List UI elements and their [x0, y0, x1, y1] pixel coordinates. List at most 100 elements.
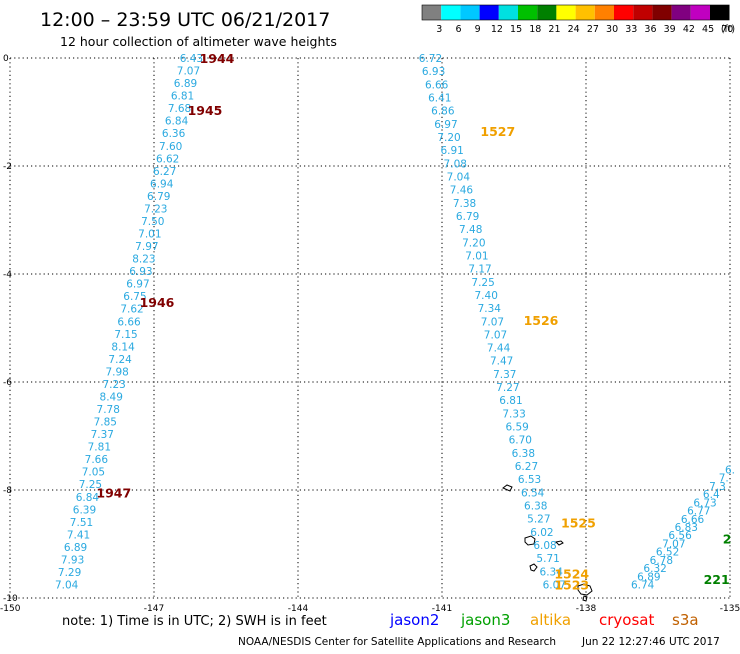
wave-height-value: 6.74: [631, 580, 655, 592]
lon-tick-label: -135: [720, 604, 740, 614]
colorbar-label: 24: [568, 24, 580, 35]
wave-height-value: 6.62: [156, 153, 179, 165]
satellite-legend: jason2 jason3 altika cryosat s3a: [389, 611, 699, 629]
satellite-legend-s3a: s3a: [672, 611, 699, 629]
wave-height-value: 7.60: [159, 141, 182, 153]
wave-height-value: 6.08: [533, 540, 556, 552]
pass-time-label: 1526: [524, 313, 559, 328]
lat-tick-label: -2: [3, 162, 12, 172]
pass-time-label: 1524: [554, 567, 589, 582]
track-a: 6.437.076.896.817.686.846.367.606.626.27…: [55, 53, 203, 592]
colorbar-swatch: [614, 5, 634, 20]
wave-height-value: 6.32: [643, 563, 666, 575]
pass-time-label: 1947: [96, 486, 131, 501]
wave-height-value: 6.84: [76, 492, 100, 504]
wave-height-value: 6.02: [530, 527, 553, 539]
colorbar-label: 9: [475, 24, 481, 35]
lon-tick-label: -138: [576, 604, 597, 614]
wave-height-value: 7.04: [447, 171, 471, 183]
footer-credit: NOAA/NESDIS Center for Satellite Applica…: [238, 636, 556, 648]
colorbar-label: 45: [702, 24, 714, 35]
wave-height-value: 7.24: [108, 354, 132, 366]
wave-height-value: 6.53: [518, 474, 541, 486]
wave-height-value: 6.77: [687, 506, 710, 518]
wave-height-value: 7.01: [465, 250, 488, 262]
wave-height-value: 6.56: [668, 530, 692, 542]
pass-time-label: 221: [704, 572, 730, 587]
wave-height-value: 6.79: [147, 191, 170, 203]
wave-height-value: 6.72: [419, 53, 442, 65]
wave-height-value: 7.3: [709, 481, 726, 493]
wave-height-value: 6.86: [431, 106, 455, 118]
wave-height-value: 7.97: [135, 241, 158, 253]
satellite-legend-altika: altika: [530, 611, 571, 629]
wave-height-value: 7.98: [105, 366, 128, 378]
wave-height-value: 7.23: [102, 379, 125, 391]
colorbar-swatch: [479, 5, 499, 20]
lat-tick-label: 0: [3, 54, 9, 64]
wave-height-value: 6.73: [693, 497, 716, 509]
wave-height-value: 8.49: [100, 391, 123, 403]
colorbar-swatch: [671, 5, 691, 20]
colorbar-label: 42: [683, 24, 695, 35]
wave-height-value: 6.89: [64, 542, 87, 554]
satellite-legend-jason3: jason3: [460, 611, 510, 629]
island-outline: [529, 563, 538, 572]
wave-height-value: 7.: [719, 473, 729, 485]
wave-height-value: 6.70: [509, 435, 532, 447]
wave-height-value: 7.50: [141, 216, 164, 228]
wave-height-value: 6.66: [117, 316, 141, 328]
altimeter-tracks: 6.437.076.896.817.686.846.367.606.626.27…: [55, 53, 735, 592]
colorbar-label: 18: [529, 24, 541, 35]
colorbar-label: 3: [436, 24, 442, 35]
wave-height-value: 7.34: [478, 303, 502, 315]
wave-height-value: 5.71: [536, 553, 559, 565]
track-b: 6.726.936.666.416.866.977.206.917.087.04…: [419, 53, 566, 592]
island-outline: [577, 583, 593, 596]
wave-height-value: 7.38: [453, 198, 476, 210]
wave-height-value: 6.07: [543, 580, 566, 592]
pass-time-label: 1525: [561, 515, 596, 530]
wave-height-value: 7.20: [437, 132, 460, 144]
wave-height-value: 7.46: [450, 185, 474, 197]
colorbar-frame: [421, 4, 730, 21]
colorbar-swatch: [690, 5, 710, 20]
colorbar-label: 33: [625, 24, 637, 35]
wave-height-value: 5.27: [527, 514, 550, 526]
wave-height-value: 7.51: [70, 517, 93, 529]
map-title: 12:00 – 23:59 UTC 06/21/2017: [40, 9, 330, 31]
lat-tick-label: -4: [3, 270, 12, 280]
wave-height-value: 6.27: [153, 166, 176, 178]
wave-height-value: 6.79: [456, 211, 479, 223]
wave-height-value: 6.93: [129, 266, 152, 278]
wave-height-value: 6.41: [428, 92, 451, 104]
island-outline: [502, 484, 513, 492]
wave-height-value: 6.59: [505, 422, 528, 434]
wave-height-value: 7.07: [484, 329, 507, 341]
wave-height-value: 6.66: [681, 514, 705, 526]
colorbar-label: 15: [510, 24, 522, 35]
colorbar-label: 12: [491, 24, 503, 35]
colorbar-label: 6: [455, 24, 461, 35]
pass-time-label: 2: [723, 532, 732, 547]
colorbar-swatch: [710, 5, 730, 20]
wave-height-value: 6.89: [637, 571, 660, 583]
wave-height-value: 7.93: [61, 554, 84, 566]
wave-height-value: 6.36: [162, 128, 186, 140]
colorbar-swatch: [518, 5, 538, 20]
lat-tick-label: -8: [3, 486, 12, 496]
wave-height-value: 7.27: [496, 382, 519, 394]
wave-height-value: 7.48: [459, 224, 482, 236]
pass-time-label: 1527: [480, 124, 515, 139]
wave-height-value: 6.81: [171, 91, 194, 103]
wave-height-value: 7.81: [88, 442, 111, 454]
wave-height-value: 7.44: [487, 343, 511, 355]
wave-height-value: 7.23: [144, 203, 167, 215]
colorbar-label: 30: [606, 24, 618, 35]
wave-height-value: 7.05: [82, 467, 105, 479]
wave-height-value: 7.66: [85, 454, 109, 466]
colorbar-label: 27: [587, 24, 599, 35]
colorbar-label: 39: [664, 24, 676, 35]
wave-height-value: 6.43: [180, 53, 203, 65]
